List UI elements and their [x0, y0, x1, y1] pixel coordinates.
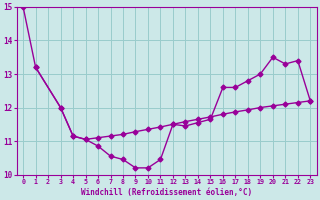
X-axis label: Windchill (Refroidissement éolien,°C): Windchill (Refroidissement éolien,°C): [81, 188, 252, 197]
